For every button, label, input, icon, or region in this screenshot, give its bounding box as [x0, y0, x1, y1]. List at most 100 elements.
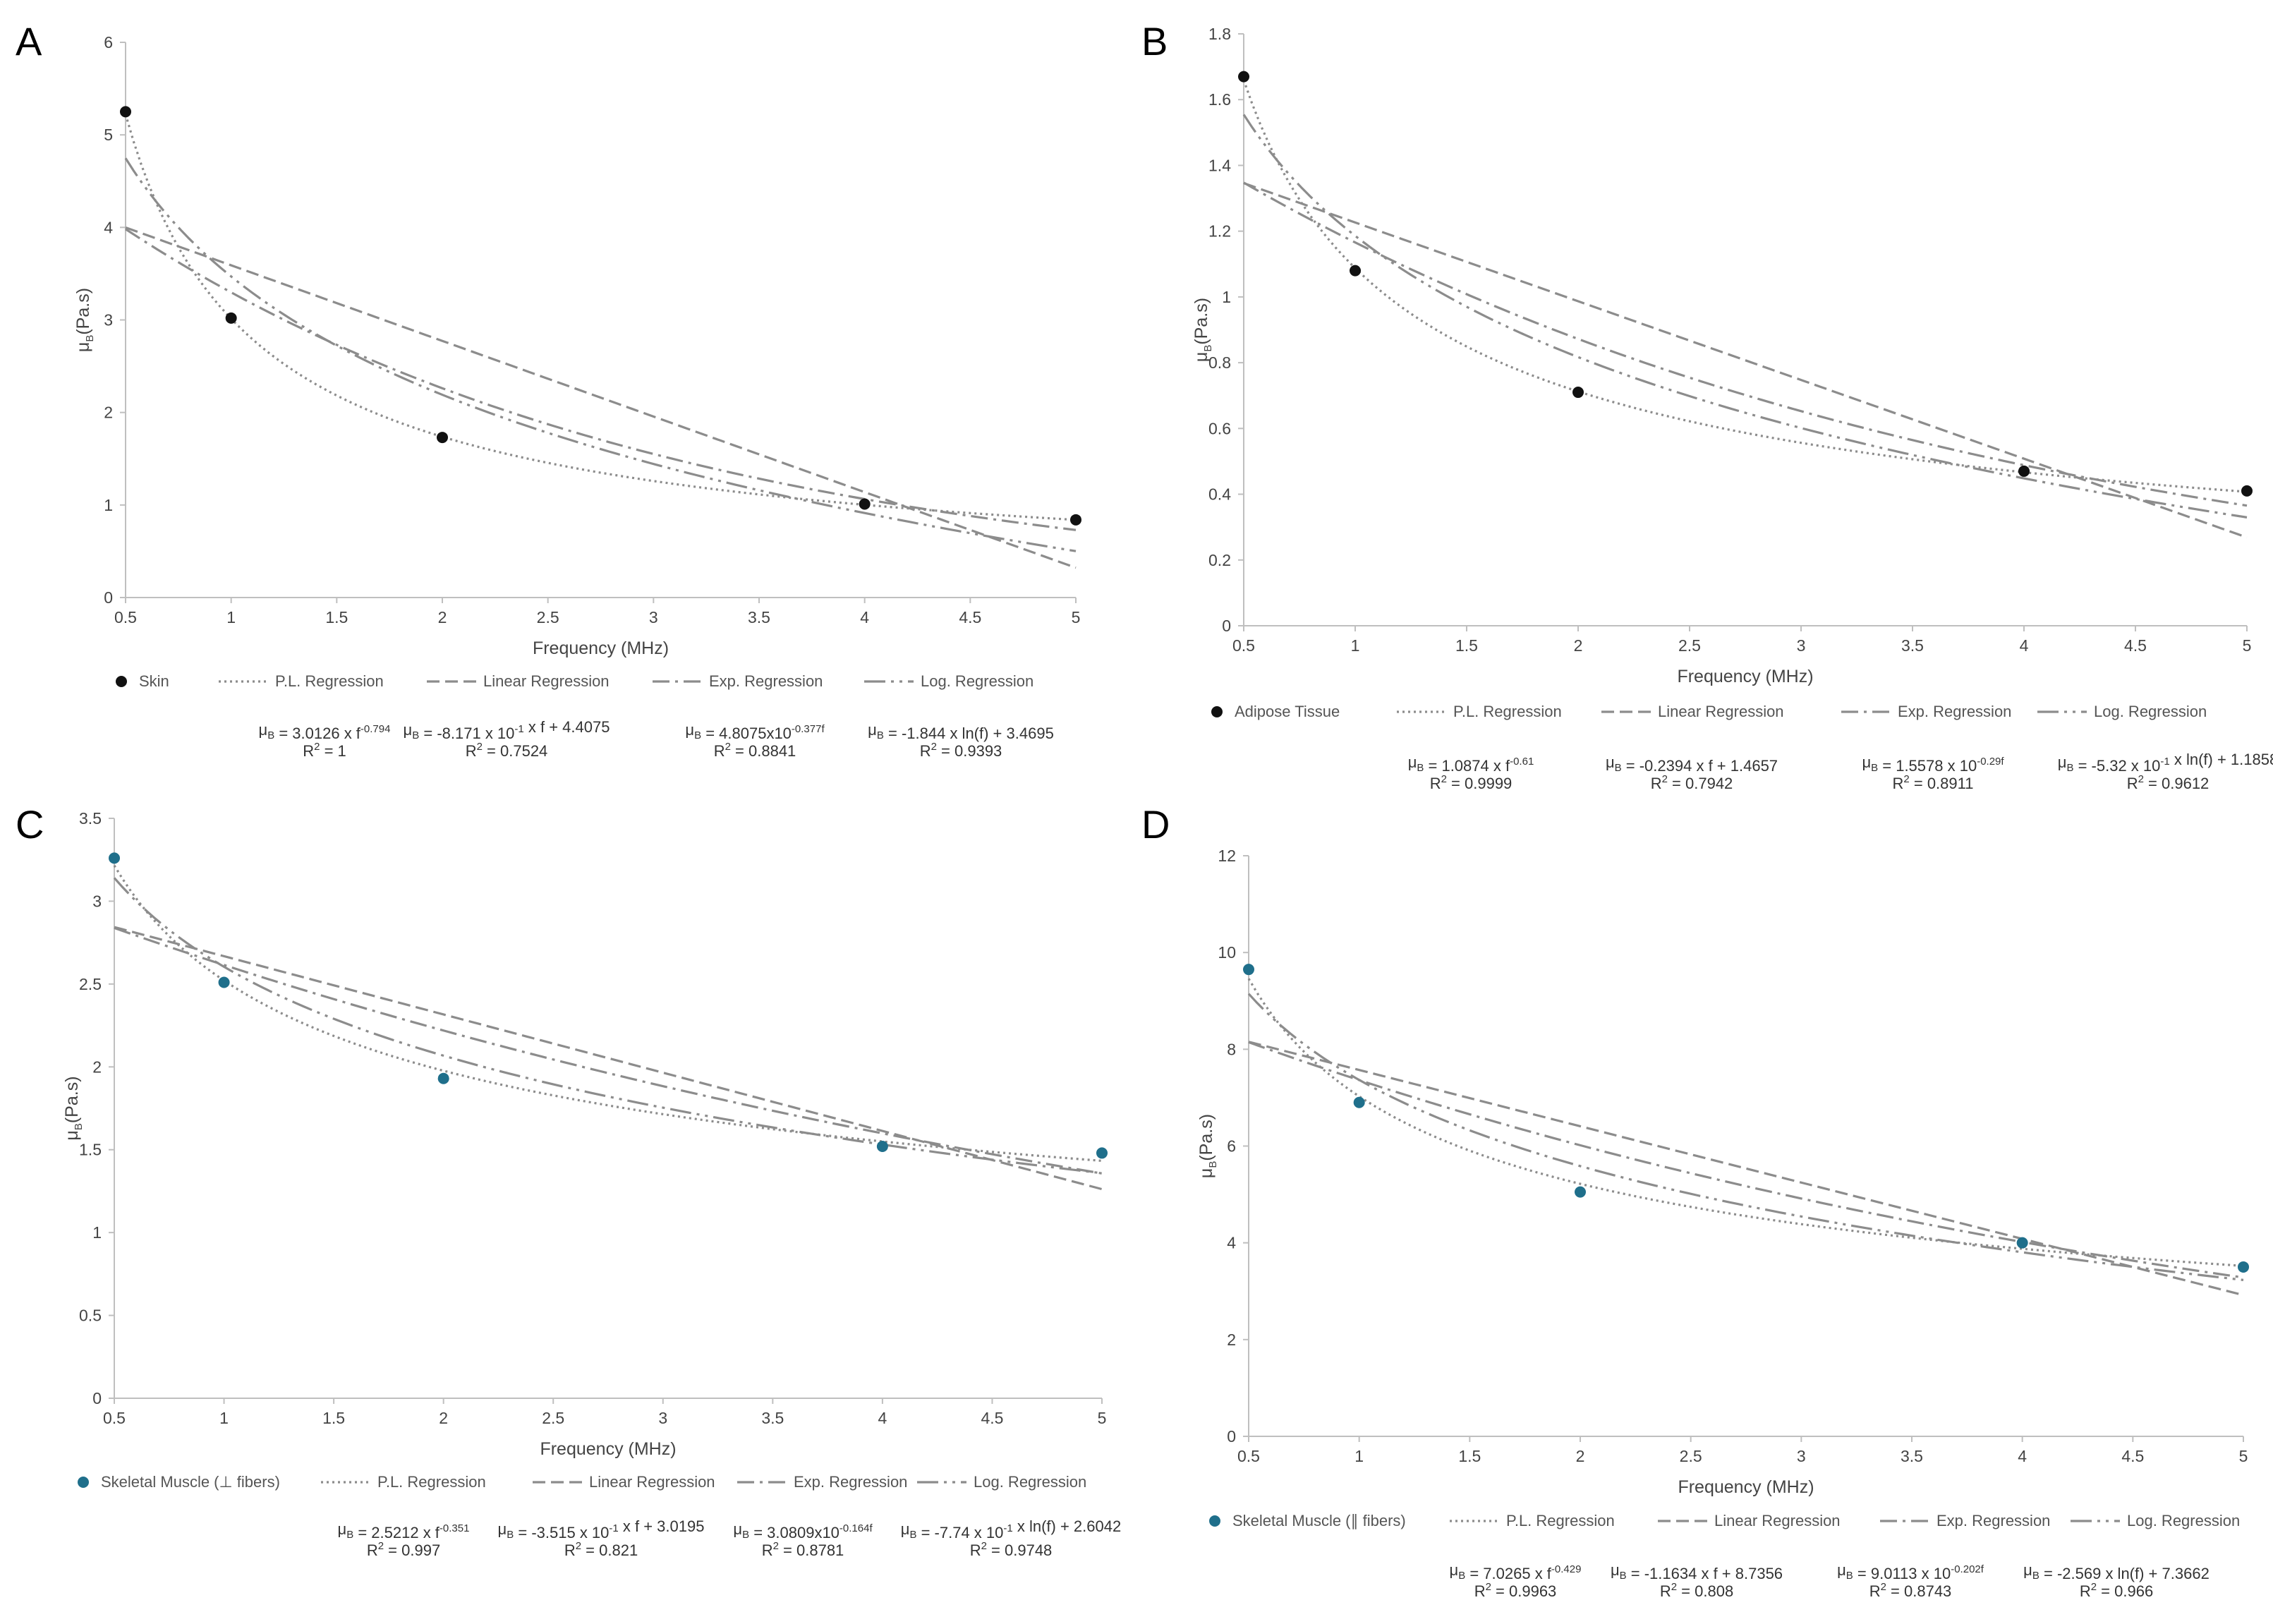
legend-label: Exp. Regression [794, 1473, 907, 1491]
x-tick-label: 3.5 [1901, 636, 1924, 655]
regression-equation: μB = -1.1634 x f + 8.7356 [1611, 1561, 1783, 1582]
x-tick-label: 0.5 [1232, 636, 1255, 655]
regression-equation: μB = -7.74 x 10-1 x ln(f) + 2.6042 [901, 1517, 1121, 1541]
legend-label: P.L. Regression [1453, 703, 1562, 720]
x-tick-label: 2.5 [537, 608, 559, 626]
legend-label: Log. Regression [2127, 1512, 2240, 1529]
data-point [437, 1072, 449, 1084]
regression-equation: μB = 3.0809x10-0.164f [733, 1520, 873, 1541]
r-squared-value: R2 = 0.808 [1660, 1581, 1733, 1600]
y-tick-label: 0 [1227, 1427, 1236, 1446]
legend-label: Linear Regression [483, 672, 610, 690]
x-tick-label: 1 [1351, 636, 1360, 655]
data-point [859, 498, 871, 510]
x-axis-title: Frequency (MHz) [533, 638, 669, 658]
y-tick-label: 6 [104, 33, 113, 51]
data-point [1243, 964, 1254, 976]
legend-label: Exp. Regression [709, 672, 823, 690]
y-tick-label: 2 [104, 404, 113, 422]
panel-letter: C [16, 802, 44, 847]
legend-label: Exp. Regression [1936, 1512, 2050, 1529]
y-tick-label: 0 [92, 1389, 102, 1407]
data-point [1096, 1147, 1108, 1159]
data-point [437, 432, 448, 444]
x-tick-label: 3.5 [761, 1409, 784, 1427]
data-point [876, 1141, 888, 1153]
y-tick-label: 1 [1222, 288, 1231, 306]
data-point [2016, 1237, 2028, 1249]
legend-label: Skeletal Muscle (∥ fibers) [1232, 1512, 1406, 1529]
y-tick-label: 1.8 [1208, 25, 1231, 43]
y-tick-label: 1.6 [1208, 90, 1231, 109]
power-regression-line [113, 864, 1103, 1163]
y-tick-label: 3 [104, 311, 113, 329]
r-squared-value: R2 = 0.9393 [920, 741, 1002, 760]
regression-equation: μB = 7.0265 x f-0.429 [1450, 1561, 1582, 1582]
legend-label: Log. Regression [974, 1473, 1086, 1491]
legend-marker [1211, 706, 1223, 717]
r-squared-value: R2 = 0.9612 [2127, 773, 2210, 792]
log-regression-line [113, 877, 1103, 1175]
x-tick-label: 1 [219, 1409, 229, 1427]
y-tick-label: 4 [1227, 1234, 1236, 1252]
legend-label: Log. Regression [921, 672, 1034, 690]
legend-label: Exp. Regression [1898, 703, 2011, 720]
power-regression-line [1247, 978, 2244, 1267]
x-tick-label: 1.5 [325, 608, 348, 626]
data-point [2238, 1261, 2249, 1273]
x-tick-label: 4.5 [981, 1409, 1003, 1427]
y-tick-label: 1 [104, 496, 113, 514]
x-tick-label: 2.5 [1678, 636, 1701, 655]
x-tick-label: 2.5 [542, 1409, 564, 1427]
data-point [225, 312, 237, 324]
r-squared-value: R2 = 0.821 [564, 1540, 638, 1559]
x-tick-label: 2 [1576, 1447, 1585, 1465]
regression-equation: μB = -3.515 x 10-1 x f + 3.0195 [498, 1517, 705, 1541]
regression-equation: μB = -8.171 x 10-1 x f + 4.4075 [404, 718, 610, 742]
regression-equation: μB = 3.0126 x f-0.794 [259, 721, 391, 742]
r-squared-value: R2 = 0.7524 [466, 741, 548, 760]
r-squared-value: R2 = 0.9999 [1430, 773, 1513, 792]
r-squared-value: R2 = 0.7942 [1651, 773, 1733, 792]
log-regression-line [1247, 993, 2244, 1281]
x-tick-label: 3.5 [748, 608, 770, 626]
y-tick-label: 10 [1218, 943, 1236, 962]
x-axis-title: Frequency (MHz) [540, 1439, 676, 1459]
y-tick-label: 0.6 [1208, 419, 1231, 437]
y-tick-label: 1.5 [79, 1141, 102, 1159]
y-tick-label: 0 [104, 588, 113, 607]
x-tick-label: 5 [2239, 1447, 2248, 1465]
y-tick-label: 1 [92, 1223, 102, 1242]
x-tick-label: 3 [658, 1409, 667, 1427]
x-tick-label: 4 [878, 1409, 887, 1427]
x-tick-label: 5 [1098, 1409, 1107, 1427]
r-squared-value: R2 = 0.8743 [1869, 1581, 1952, 1600]
legend-marker [116, 676, 127, 687]
panel-letter: D [1141, 802, 1170, 847]
x-tick-label: 1.5 [1458, 1447, 1481, 1465]
y-tick-label: 0 [1222, 617, 1231, 635]
regression-equation: μB = 4.8075x10-0.377f [685, 721, 825, 742]
power-regression-line [1242, 79, 2248, 493]
panel-a: A 0.5 1 1.5 2 2.5 3 3.5 4 4.5 5 0 1 2 3 4 5 6 Frequency (M… [16, 19, 1081, 760]
r-squared-value: R2 = 0.9963 [1474, 1581, 1557, 1600]
panel-d: D 0.5 1 1.5 2 2.5 3 3.5 4 4.5 5 0 2 4 6 8 10 12 Frequency … [1141, 802, 2249, 1600]
log-regression-line [1242, 114, 2248, 519]
x-tick-label: 2 [1574, 636, 1583, 655]
x-tick-label: 2.5 [1680, 1447, 1702, 1465]
x-tick-label: 2 [438, 608, 447, 626]
legend-label: P.L. Regression [1506, 1512, 1615, 1529]
x-tick-label: 3 [649, 608, 658, 626]
y-axis-title: μB(Pa.s) [1196, 1114, 1219, 1178]
legend-label: Linear Regression [1714, 1512, 1841, 1529]
y-tick-label: 4 [104, 218, 113, 236]
data-point [120, 106, 131, 118]
y-tick-label: 1.4 [1208, 156, 1231, 174]
x-tick-label: 3 [1797, 1447, 1806, 1465]
x-tick-label: 5 [1072, 608, 1081, 626]
legend-label: Log. Regression [2094, 703, 2207, 720]
legend-marker [78, 1477, 89, 1488]
r-squared-value: R2 = 0.9748 [970, 1540, 1053, 1559]
y-tick-label: 2.5 [79, 975, 102, 993]
panel-letter: A [16, 19, 42, 63]
